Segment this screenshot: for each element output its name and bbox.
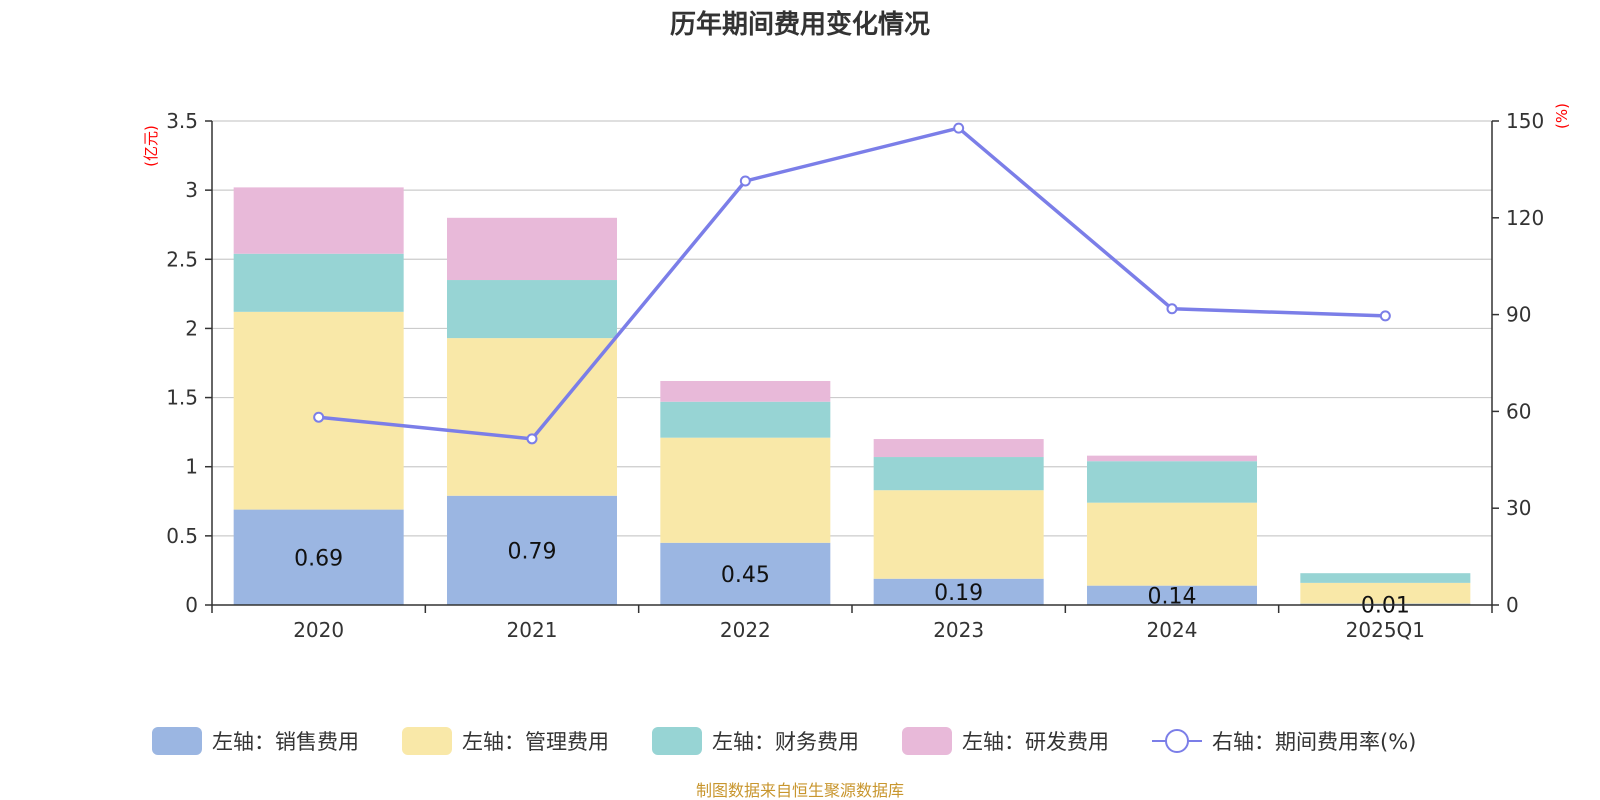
axes: 0 0.5 1 1.5 2 2.5 3 3.5 0 30 60 90 120 150 2020 2021 202… bbox=[166, 109, 1544, 642]
right-tick-label: 120 bbox=[1506, 206, 1544, 230]
bar-segment bbox=[447, 338, 617, 496]
x-tick-label: 2024 bbox=[1147, 618, 1198, 642]
legend-label: 左轴：财务费用 bbox=[712, 730, 859, 754]
bar-segment bbox=[1087, 585, 1257, 605]
bar-segment bbox=[233, 187, 404, 254]
x-tick-label: 2025Q1 bbox=[1346, 618, 1425, 642]
left-tick-label: 3.5 bbox=[166, 109, 198, 133]
legend-item: 左轴：管理费用 bbox=[402, 727, 609, 755]
legend-item: 左轴：财务费用 bbox=[652, 727, 859, 755]
legend-item: 右轴：期间费用率(%) bbox=[1152, 729, 1416, 754]
data-label: 0.19 bbox=[934, 581, 983, 606]
data-label: 0.79 bbox=[508, 539, 557, 564]
legend-item: 左轴：研发费用 bbox=[902, 727, 1109, 755]
bar-segment bbox=[447, 217, 617, 281]
right-tick-label: 0 bbox=[1506, 593, 1519, 617]
bar-segment bbox=[1087, 461, 1257, 503]
bar-segment bbox=[660, 401, 831, 438]
line-point bbox=[1379, 310, 1391, 322]
bar-segment bbox=[873, 490, 1044, 579]
x-tick-label: 2022 bbox=[720, 618, 771, 642]
data-label: 0.01 bbox=[1361, 593, 1410, 618]
left-tick-label: 3 bbox=[185, 178, 198, 202]
x-tick-label: 2020 bbox=[293, 618, 344, 642]
right-tick-label: 30 bbox=[1506, 496, 1531, 520]
bar-segment bbox=[447, 495, 617, 605]
right-tick-label: 150 bbox=[1506, 109, 1544, 133]
legend: 左轴：销售费用 左轴：管理费用 左轴：财务费用 左轴：研发费用 右轴：期间费用率(%) bbox=[152, 727, 1416, 755]
legend-swatch bbox=[402, 727, 452, 755]
right-axis-unit: (%) bbox=[1553, 103, 1571, 129]
legend-swatch bbox=[152, 727, 202, 755]
bar-segment bbox=[873, 439, 1044, 458]
grid-lines bbox=[212, 120, 1492, 537]
legend-swatch bbox=[652, 727, 702, 755]
legend-label: 右轴：期间费用率(%) bbox=[1212, 730, 1416, 754]
legend-label: 左轴：管理费用 bbox=[462, 730, 609, 754]
bar-segment bbox=[1087, 455, 1257, 462]
legend-swatch bbox=[902, 727, 952, 755]
data-label: 0.69 bbox=[294, 546, 343, 571]
expense-ratio-line bbox=[318, 126, 1386, 441]
left-tick-label: 2 bbox=[185, 316, 198, 340]
line-point bbox=[526, 433, 538, 445]
x-tick-label: 2023 bbox=[933, 618, 984, 642]
data-label: 0.45 bbox=[721, 563, 770, 588]
bar-segment bbox=[660, 542, 831, 605]
legend-item: 左轴：销售费用 bbox=[152, 727, 359, 755]
bar-segment bbox=[660, 437, 831, 543]
x-tick-label: 2021 bbox=[507, 618, 558, 642]
data-labels: 0.69 0.790.450.19 0.14 0.01 bbox=[294, 539, 1410, 618]
bar-segment bbox=[873, 457, 1044, 491]
bar-segment bbox=[873, 578, 1044, 605]
bar-segment bbox=[660, 380, 831, 402]
left-tick-label: 2.5 bbox=[166, 247, 198, 271]
right-tick-label: 90 bbox=[1506, 303, 1531, 327]
line-point bbox=[953, 122, 965, 134]
left-axis-unit: (亿元) bbox=[142, 125, 160, 167]
line-point bbox=[739, 175, 751, 187]
right-tick-label: 60 bbox=[1506, 399, 1531, 423]
bar-segment bbox=[1300, 573, 1471, 583]
bar-segment bbox=[233, 509, 404, 605]
legend-label: 左轴：销售费用 bbox=[212, 730, 359, 754]
bar-segment bbox=[233, 253, 404, 312]
legend-label: 左轴：研发费用 bbox=[962, 730, 1109, 754]
bar-segment bbox=[447, 280, 617, 339]
chart-title: 历年期间费用变化情况 bbox=[670, 9, 930, 40]
line-point bbox=[1166, 303, 1178, 315]
source-note: 制图数据来自恒生聚源数据库 bbox=[696, 781, 904, 800]
bar-segment bbox=[1300, 582, 1471, 604]
left-tick-label: 1 bbox=[185, 455, 198, 479]
bar-series bbox=[233, 187, 1471, 605]
line-point bbox=[313, 411, 325, 423]
legend-circle-marker bbox=[1165, 729, 1189, 753]
left-tick-label: 0 bbox=[185, 593, 198, 617]
line-series bbox=[313, 122, 1391, 445]
bar-segment bbox=[1087, 502, 1257, 586]
left-tick-label: 1.5 bbox=[166, 386, 198, 410]
bar-segment bbox=[233, 311, 404, 510]
left-tick-label: 0.5 bbox=[166, 524, 198, 548]
